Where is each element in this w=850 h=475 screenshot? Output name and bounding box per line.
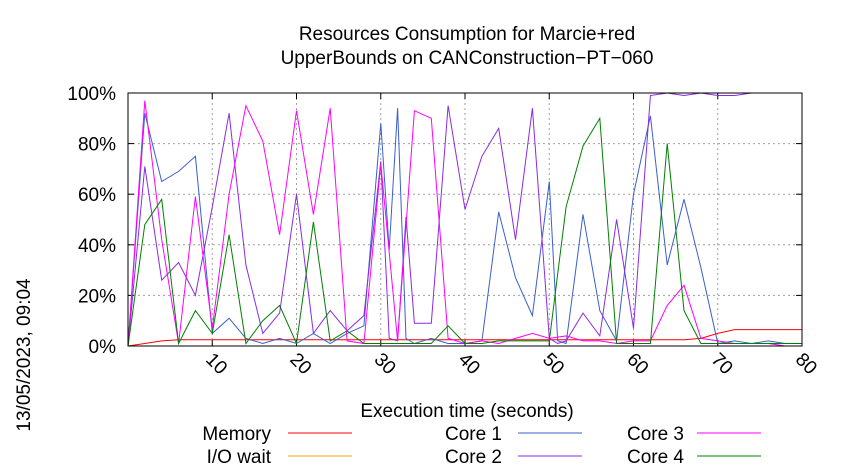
y-tick-label: 60% bbox=[78, 185, 116, 206]
series-line-core-1 bbox=[127, 108, 802, 347]
legend-label: I/O wait bbox=[207, 447, 272, 468]
legend-label: Core 1 bbox=[445, 424, 502, 445]
chart-title-line-1: Resources Consumption for Marcie+red bbox=[299, 24, 635, 45]
series-line-memory bbox=[127, 329, 802, 347]
x-tick-label: 70 bbox=[707, 349, 737, 379]
y-tick-label: 20% bbox=[78, 286, 116, 307]
x-tick-label: 60 bbox=[622, 349, 652, 379]
y-tick-label: 100% bbox=[67, 84, 116, 105]
legend-label: Memory bbox=[202, 424, 271, 445]
legend-label: Core 3 bbox=[627, 424, 684, 445]
x-tick-label: 30 bbox=[370, 349, 400, 379]
x-tick-label: 40 bbox=[454, 349, 484, 379]
timestamp-label: 13/05/2023, 09:04 bbox=[14, 278, 35, 432]
y-axis-ticks: 0% 20% 40% 60% 80% 100% bbox=[67, 84, 802, 358]
plot-frame bbox=[127, 92, 803, 347]
x-axis-ticks: 10 20 30 40 50 60 70 80 bbox=[201, 93, 821, 379]
y-tick-label: 40% bbox=[78, 236, 116, 257]
x-tick-label: 20 bbox=[285, 349, 315, 379]
x-axis-label: Execution time (seconds) bbox=[360, 401, 573, 422]
series-line-core-4 bbox=[127, 116, 802, 347]
legend-label: Core 4 bbox=[627, 447, 684, 468]
x-tick-label: 50 bbox=[538, 349, 568, 379]
grid-lines bbox=[128, 93, 802, 346]
chart-title-line-2: UpperBounds on CANConstruction−PT−060 bbox=[281, 48, 654, 69]
y-tick-label: 80% bbox=[78, 135, 116, 156]
x-tick-label: 10 bbox=[201, 349, 231, 379]
legend-label: Core 2 bbox=[445, 447, 502, 468]
series-line-core-2 bbox=[127, 92, 802, 347]
x-tick-label: 80 bbox=[791, 349, 821, 379]
y-tick-label: 0% bbox=[89, 337, 117, 358]
